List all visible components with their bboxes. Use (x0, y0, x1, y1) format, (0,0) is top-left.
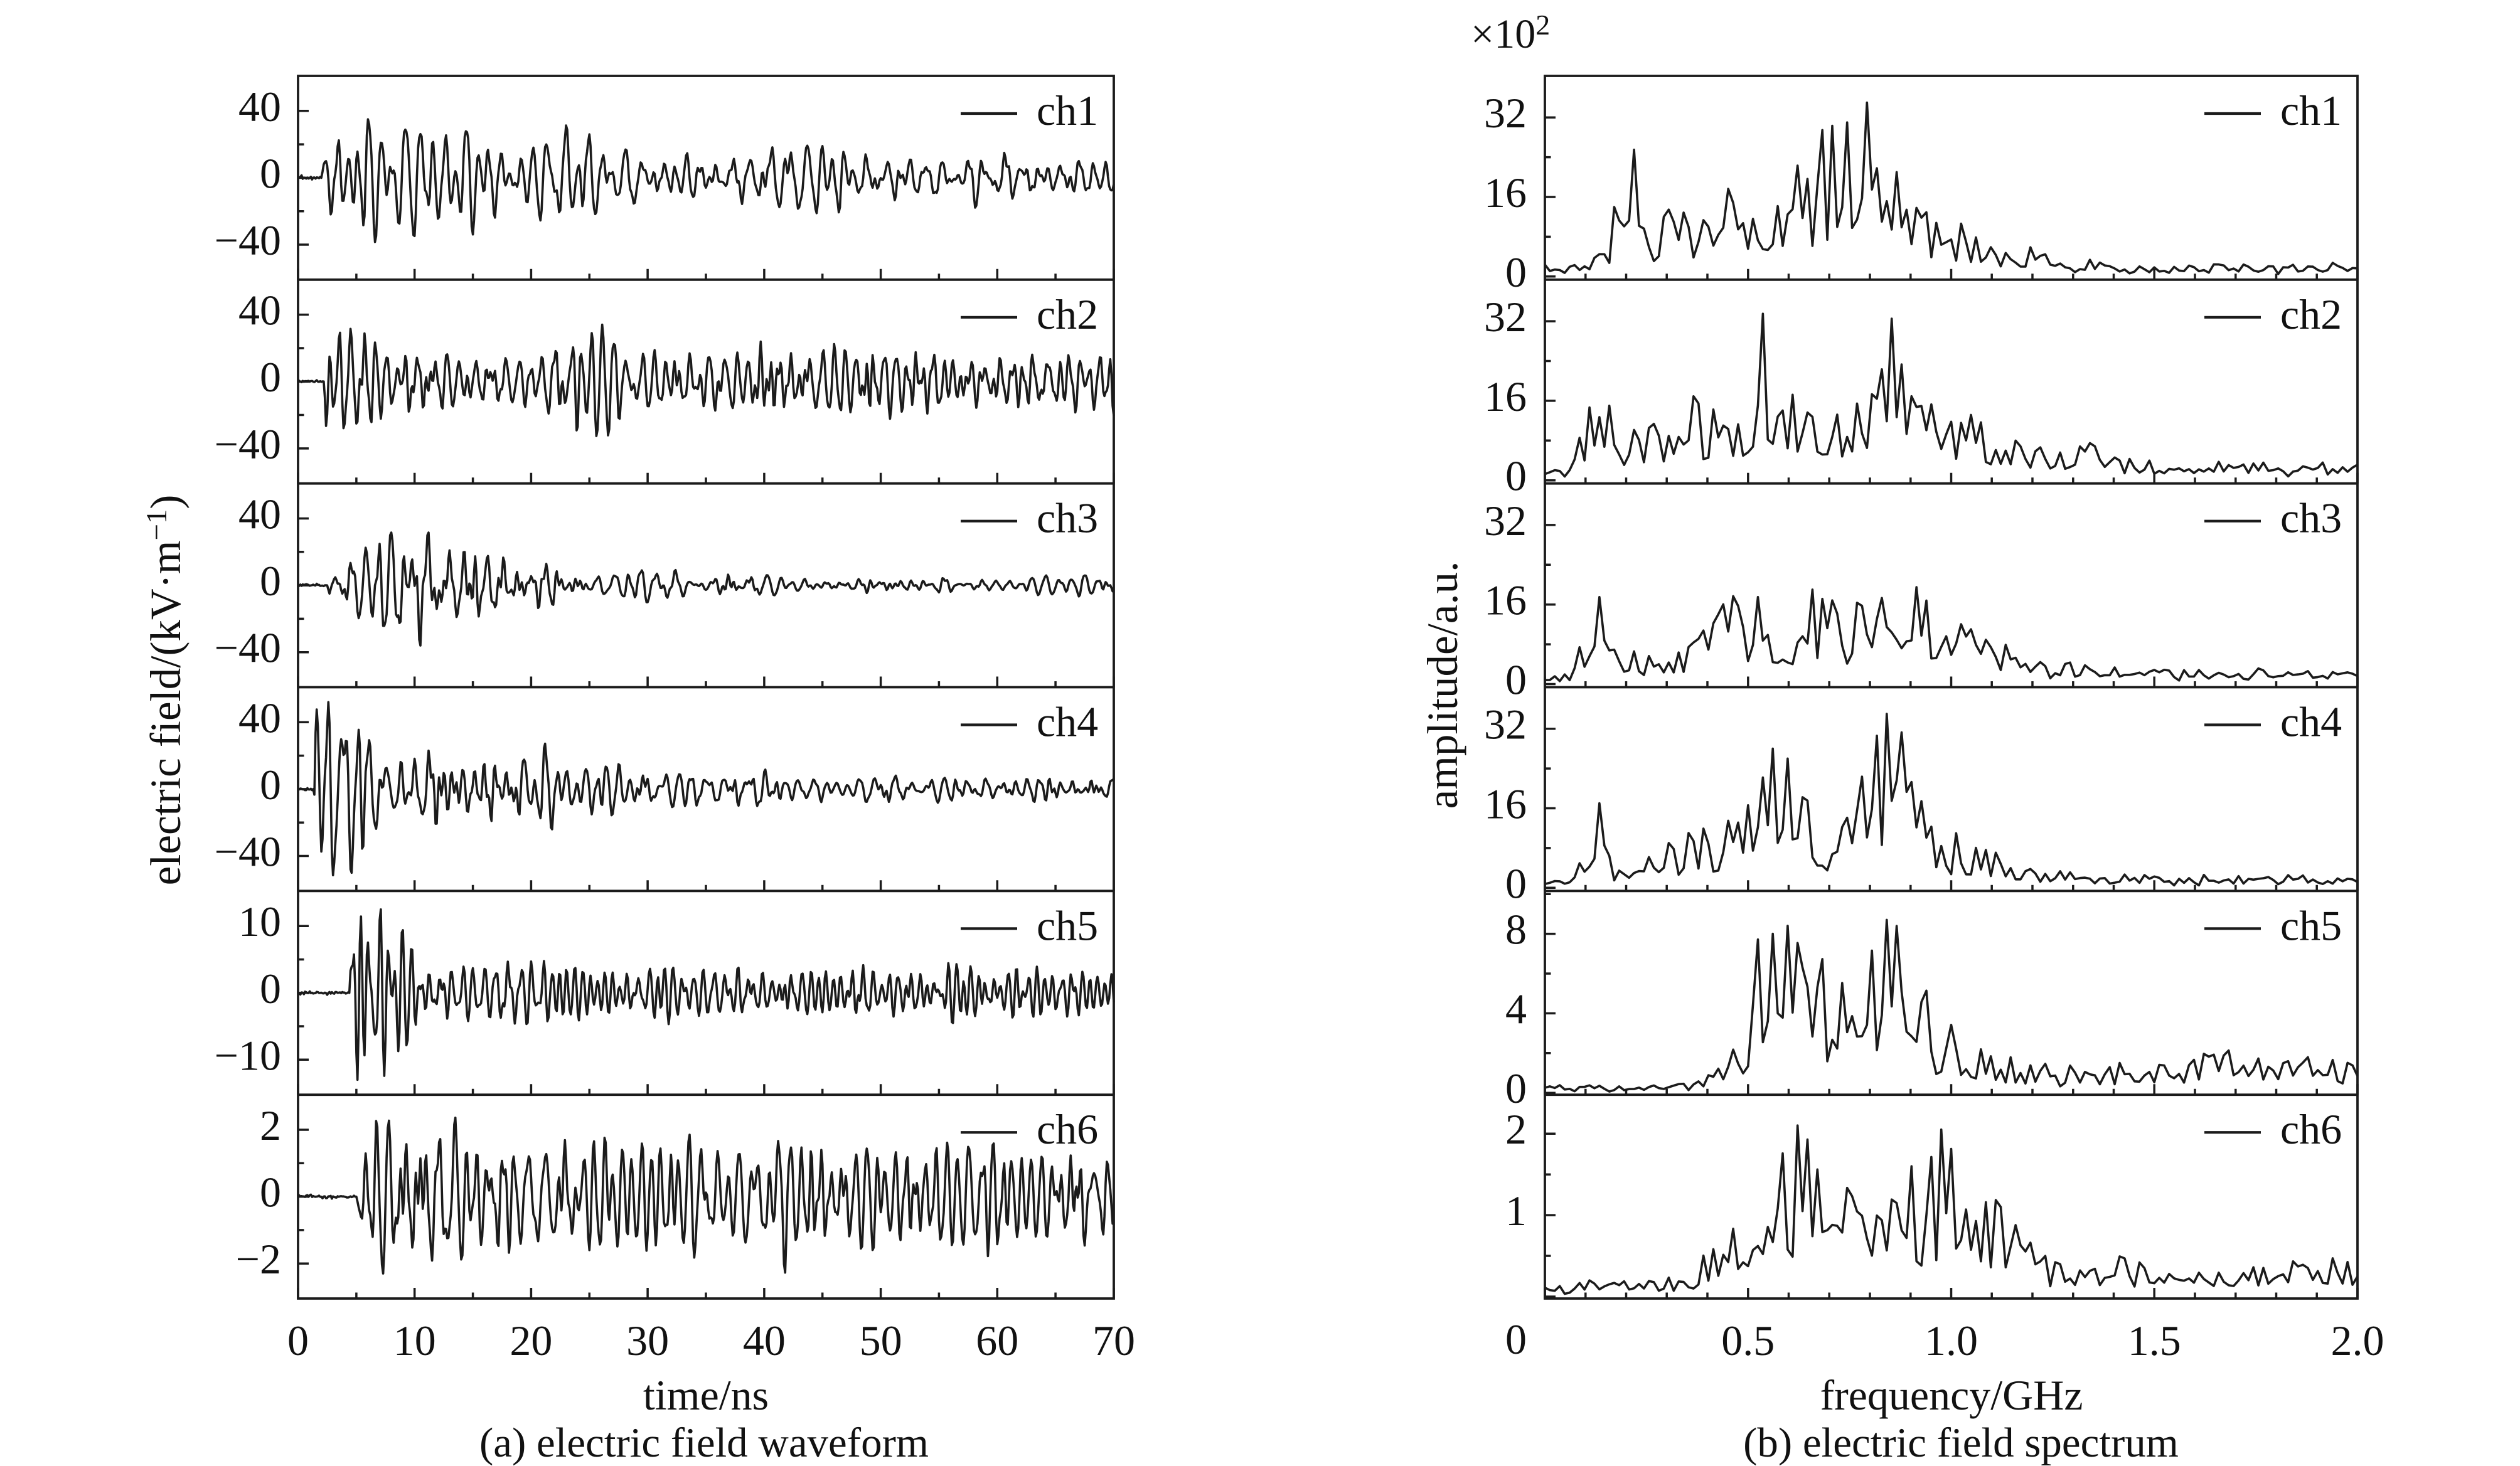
svg-text:10: 10 (393, 1317, 436, 1364)
svg-text:40: 40 (238, 83, 281, 130)
svg-text:1.5: 1.5 (2128, 1317, 2181, 1364)
svg-text:0: 0 (1505, 1065, 1527, 1112)
svg-text:16: 16 (1484, 780, 1527, 828)
svg-text:0: 0 (260, 965, 281, 1012)
svg-text:0: 0 (287, 1317, 309, 1364)
svg-text:0: 0 (260, 557, 281, 605)
svg-text:30: 30 (626, 1317, 669, 1364)
svg-text:1: 1 (1505, 1187, 1527, 1235)
svg-text:amplitude/a.u.: amplitude/a.u. (1419, 561, 1466, 809)
svg-text:1.0: 1.0 (1925, 1317, 1978, 1364)
svg-text:(a) electric field waveform: (a) electric field waveform (479, 1420, 929, 1466)
svg-text:40: 40 (238, 287, 281, 334)
svg-text:40: 40 (238, 694, 281, 741)
svg-text:0: 0 (1505, 248, 1527, 296)
svg-text:32: 32 (1484, 497, 1527, 544)
svg-text:ch1: ch1 (1037, 87, 1098, 134)
svg-text:2.0: 2.0 (2331, 1317, 2384, 1364)
svg-text:50: 50 (860, 1317, 902, 1364)
svg-text:0.5: 0.5 (1721, 1317, 1775, 1364)
svg-text:time/ns: time/ns (643, 1371, 769, 1419)
svg-text:4: 4 (1505, 985, 1527, 1033)
svg-text:−40: −40 (215, 624, 281, 672)
svg-text:ch6: ch6 (2280, 1105, 2342, 1153)
svg-text:0: 0 (1505, 1315, 1527, 1363)
svg-text:−40: −40 (215, 420, 281, 468)
svg-text:10: 10 (238, 898, 281, 945)
svg-text:0: 0 (260, 149, 281, 197)
svg-text:ch4: ch4 (2280, 698, 2342, 746)
svg-text:60: 60 (976, 1317, 1018, 1364)
svg-text:ch3: ch3 (2280, 494, 2342, 542)
svg-text:ch1: ch1 (2280, 87, 2342, 134)
svg-text:frequency/GHz: frequency/GHz (1820, 1371, 2083, 1419)
svg-text:ch2: ch2 (2280, 290, 2342, 338)
svg-text:0: 0 (1505, 656, 1527, 704)
svg-text:20: 20 (510, 1317, 552, 1364)
svg-text:−40: −40 (215, 216, 281, 264)
svg-text:0: 0 (1505, 859, 1527, 907)
svg-text:16: 16 (1484, 576, 1527, 624)
svg-text:−2: −2 (236, 1235, 281, 1283)
svg-text:0: 0 (1505, 452, 1527, 500)
svg-text:ch5: ch5 (1037, 901, 1098, 949)
svg-text:70: 70 (1092, 1317, 1135, 1364)
svg-text:0: 0 (260, 1169, 281, 1216)
svg-text:electric field/(kV·m−1): electric field/(kV·m−1) (141, 495, 190, 886)
svg-text:16: 16 (1484, 169, 1527, 216)
svg-text:32: 32 (1484, 89, 1527, 137)
svg-text:ch6: ch6 (1037, 1105, 1098, 1153)
svg-text:16: 16 (1484, 373, 1527, 420)
svg-text:40: 40 (743, 1317, 786, 1364)
svg-text:0: 0 (260, 353, 281, 401)
svg-text:ch2: ch2 (1037, 290, 1098, 338)
svg-text:ch3: ch3 (1037, 494, 1098, 542)
svg-text:−40: −40 (215, 828, 281, 876)
svg-text:2: 2 (1505, 1105, 1527, 1153)
svg-text:2: 2 (260, 1102, 281, 1149)
svg-text:ch4: ch4 (1037, 698, 1098, 746)
svg-text:32: 32 (1484, 293, 1527, 341)
svg-text:0: 0 (260, 761, 281, 809)
svg-text:ch5: ch5 (2280, 901, 2342, 949)
svg-text:(b) electric field spectrum: (b) electric field spectrum (1743, 1420, 2179, 1466)
svg-text:8: 8 (1505, 906, 1527, 953)
svg-text:40: 40 (238, 491, 281, 538)
svg-text:32: 32 (1484, 701, 1527, 748)
svg-text:−10: −10 (215, 1031, 281, 1079)
